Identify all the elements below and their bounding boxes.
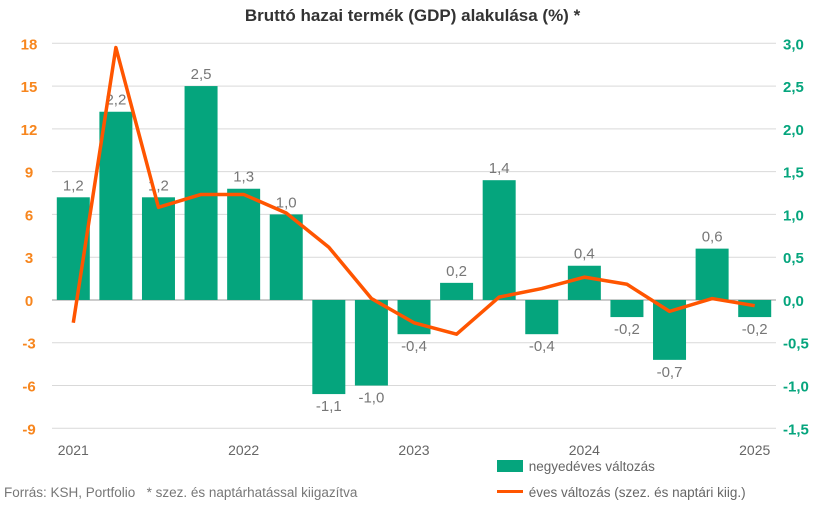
bar-data-label: -1,0 <box>358 390 384 407</box>
right-axis-tick: 2,5 <box>783 79 804 96</box>
left-axis-tick: 9 <box>25 165 33 182</box>
left-axis-tick: 0 <box>25 293 33 310</box>
right-axis-tick: 0,0 <box>783 293 804 310</box>
bar-data-label: 1,4 <box>489 160 510 177</box>
bar <box>482 180 516 300</box>
left-axis-tick: -3 <box>22 336 35 353</box>
left-axis-tick: 6 <box>25 207 33 224</box>
bar <box>141 197 175 300</box>
left-axis-tick: 15 <box>21 79 38 96</box>
left-axis-tick: -9 <box>22 421 35 438</box>
bar-data-label: 0,2 <box>446 263 467 280</box>
right-axis-tick: 1,5 <box>783 165 804 182</box>
bar <box>227 188 261 300</box>
x-axis-tick: 2023 <box>398 442 429 458</box>
bar-data-label: -0,7 <box>657 364 683 381</box>
legend-label-line: éves változás (szez. és naptári kiig.) <box>528 485 746 500</box>
bar <box>567 265 601 300</box>
left-axis-tick: 12 <box>21 122 38 139</box>
legend-item-bars: negyedéves változás <box>497 459 655 474</box>
x-axis-tick: 2025 <box>739 442 770 458</box>
left-axis-tick: 18 <box>21 36 38 53</box>
annual-change-line <box>71 45 755 336</box>
bar-data-label: -0,4 <box>401 338 427 355</box>
bar-data-label: 0,6 <box>702 229 723 246</box>
source-note: Forrás: KSH, Portfolio * szez. és naptár… <box>4 485 357 500</box>
footnote-text: * szez. és naptárhatással kiigazítva <box>146 485 358 500</box>
bar-data-label: 2,2 <box>105 92 126 109</box>
bar <box>525 299 559 335</box>
legend-label-bars: negyedéves változás <box>528 459 655 474</box>
bar-data-label: -1,1 <box>316 398 342 415</box>
chart-title: Bruttó hazai termék (GDP) alakulása (%) … <box>244 6 581 25</box>
bar-data-label: -0,4 <box>529 338 555 355</box>
bar <box>312 299 346 395</box>
bar-data-label: 0,4 <box>574 246 595 263</box>
source-text: Forrás: KSH, Portfolio <box>4 485 136 500</box>
right-axis-tick: 1,0 <box>783 207 804 224</box>
bar <box>610 299 644 318</box>
legend-swatch-line <box>497 490 523 493</box>
right-axis-tick: 0,5 <box>783 250 804 267</box>
x-axis-tick: 2024 <box>569 442 600 458</box>
right-axis-tick: 3,0 <box>783 36 804 53</box>
right-axis-tick: -1,0 <box>783 379 809 396</box>
bar-data-label: -0,2 <box>742 321 768 338</box>
right-axis-tick: -0,5 <box>783 336 809 353</box>
bar-data-label: -0,2 <box>614 321 640 338</box>
left-axis-tick: -6 <box>22 379 35 396</box>
bar-data-label: 1,0 <box>276 194 297 211</box>
bar <box>99 111 133 300</box>
right-axis-tick: -1,5 <box>783 421 809 438</box>
bar <box>440 282 474 300</box>
x-axis-tick: 2021 <box>58 442 89 458</box>
legend-swatch-bar <box>497 460 523 472</box>
bar <box>269 214 303 300</box>
bar <box>354 299 388 386</box>
right-axis-tick: 2,0 <box>783 122 804 139</box>
bar-data-label: 1,2 <box>63 177 84 194</box>
left-axis-tick: 3 <box>25 250 33 267</box>
bar <box>695 248 729 300</box>
bar-data-label: 1,3 <box>233 169 254 186</box>
bar-data-label: 2,5 <box>191 66 212 83</box>
x-axis-tick: 2022 <box>228 442 259 458</box>
legend-item-line: éves változás (szez. és naptári kiig.) <box>497 485 746 500</box>
